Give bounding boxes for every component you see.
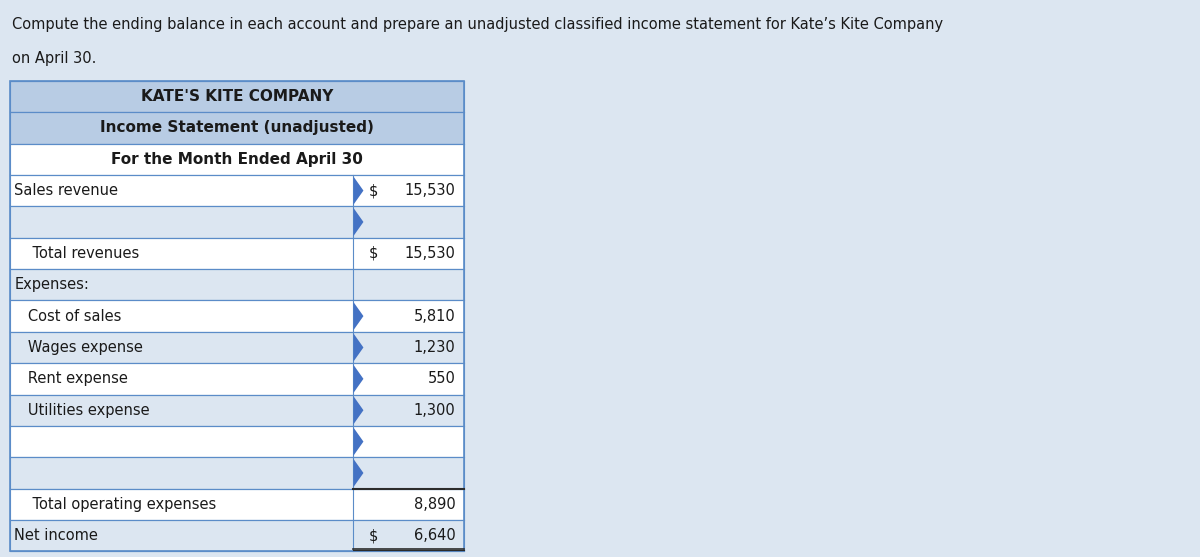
Polygon shape [354, 333, 364, 361]
Bar [10, 426, 464, 457]
Text: Total operating expenses: Total operating expenses [14, 497, 216, 512]
Bar [10, 363, 464, 394]
Bar [10, 488, 464, 520]
Text: Expenses:: Expenses: [14, 277, 89, 292]
Polygon shape [354, 365, 364, 393]
Text: Utilities expense: Utilities expense [14, 403, 150, 418]
Text: Sales revenue: Sales revenue [14, 183, 118, 198]
Text: Cost of sales: Cost of sales [14, 309, 121, 324]
Bar [10, 81, 464, 112]
Bar [10, 269, 464, 300]
Polygon shape [354, 427, 364, 456]
Bar [10, 238, 464, 269]
Text: KATE'S KITE COMPANY: KATE'S KITE COMPANY [140, 89, 334, 104]
Text: $: $ [368, 528, 378, 543]
Text: For the Month Ended April 30: For the Month Ended April 30 [112, 152, 362, 167]
Text: 550: 550 [427, 372, 455, 387]
Bar [10, 206, 464, 238]
Text: 6,640: 6,640 [414, 528, 455, 543]
Text: 1,230: 1,230 [414, 340, 455, 355]
Bar [10, 332, 464, 363]
Text: Wages expense: Wages expense [14, 340, 143, 355]
Text: $: $ [368, 246, 378, 261]
Text: 1,300: 1,300 [414, 403, 455, 418]
Text: Income Statement (unadjusted): Income Statement (unadjusted) [100, 120, 374, 135]
Text: 15,530: 15,530 [404, 246, 455, 261]
Polygon shape [354, 302, 364, 330]
Bar [10, 300, 464, 332]
Bar [10, 112, 464, 144]
Text: Total revenues: Total revenues [14, 246, 139, 261]
Text: Net income: Net income [14, 528, 98, 543]
Text: Compute the ending balance in each account and prepare an unadjusted classified : Compute the ending balance in each accou… [12, 17, 943, 32]
Bar [10, 457, 464, 488]
Bar [10, 394, 464, 426]
Polygon shape [354, 177, 364, 205]
Text: 5,810: 5,810 [414, 309, 455, 324]
Text: 15,530: 15,530 [404, 183, 455, 198]
Text: $: $ [368, 183, 378, 198]
Text: on April 30.: on April 30. [12, 51, 96, 66]
Bar [10, 520, 464, 551]
Polygon shape [354, 208, 364, 236]
Polygon shape [354, 396, 364, 424]
Text: Rent expense: Rent expense [14, 372, 128, 387]
Bar [10, 144, 464, 175]
Text: 8,890: 8,890 [414, 497, 455, 512]
Bar [10, 175, 464, 206]
Polygon shape [354, 459, 364, 487]
